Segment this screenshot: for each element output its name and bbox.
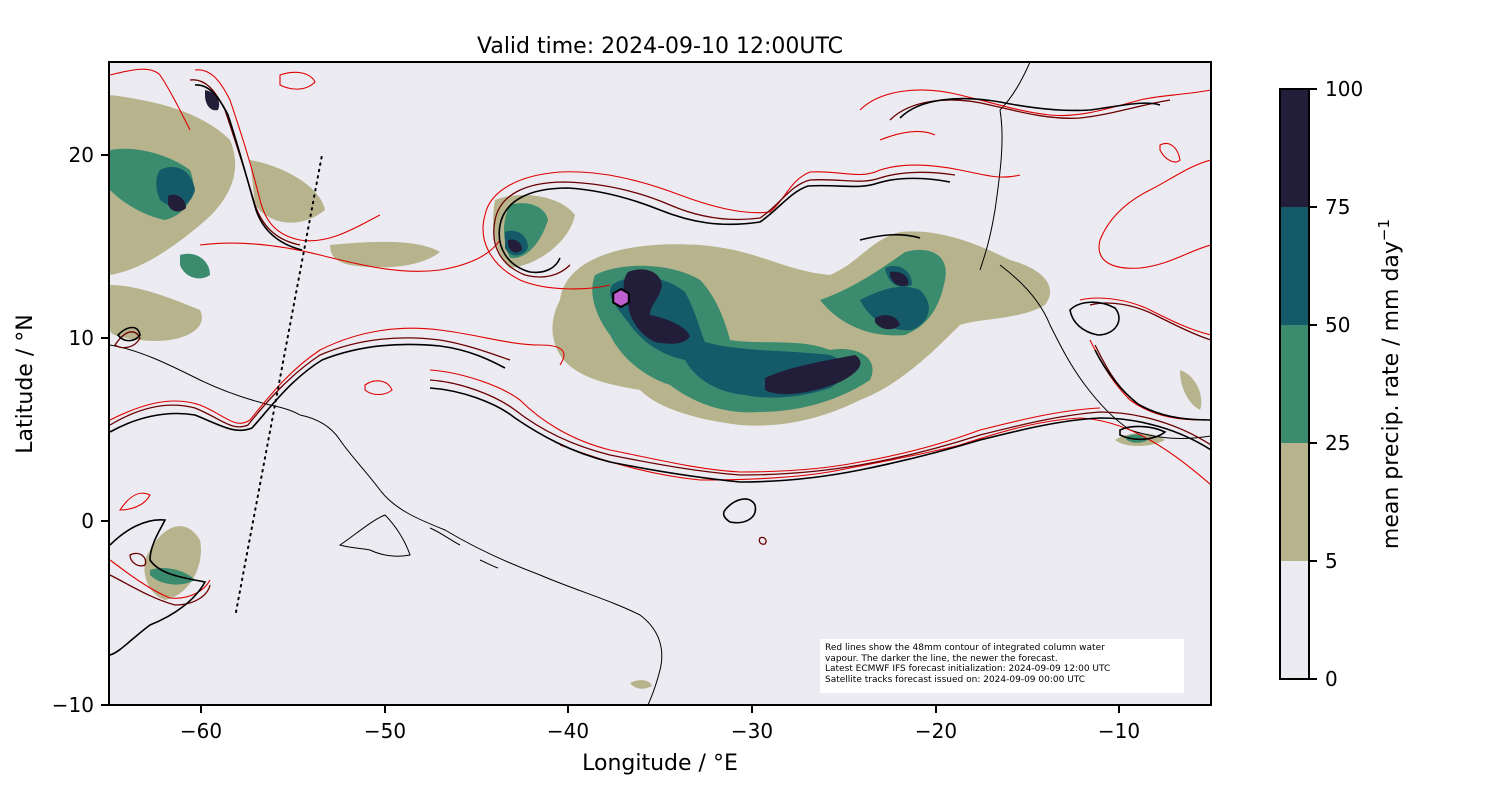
annotation-box: Red lines show the 48mm contour of integ… [820,639,1184,693]
colorbar-tick-label: 100 [1325,77,1363,101]
map-title: Valid time: 2024-09-10 12:00UTC [477,34,843,59]
y-axis: 20 10 0 −10 Latitude / °N [13,143,109,717]
x-tick-label: −50 [364,719,406,743]
x-axis-label: Longitude / °E [582,751,738,776]
colorbar-segment-5-25 [1280,443,1309,561]
colorbar: 0 5 25 50 75 100 mean precip. rate / mm … [1279,77,1404,691]
colorbar-tick-label: 50 [1325,313,1350,337]
annotation-line-1: Red lines show the 48mm contour of integ… [825,643,1105,653]
y-tick-label: 10 [69,326,94,350]
y-tick-label: −10 [52,693,94,717]
annotation-line-3: Latest ECMWF IFS forecast initialization… [825,664,1111,675]
colorbar-frame [1279,88,1310,680]
colorbar-segment-25-50 [1280,325,1309,443]
y-axis-label: Latitude / °N [13,314,38,453]
colorbar-tick-label: 25 [1325,431,1350,455]
satellite-track-line [235,154,323,613]
annotation-line-4: Satellite tracks forecast issued on: 202… [825,674,1086,685]
x-tick-label: −20 [915,719,957,743]
y-tick-label: 0 [81,509,94,533]
annotation-line-2: vapour. The darker the line, the newer t… [825,653,1058,664]
hexagon-marker-icon [612,287,630,309]
precip-level-75-100 [168,90,909,395]
contour-old-forecast [109,68,1211,599]
colorbar-tick-label: 75 [1325,195,1350,219]
colorbar-label-main: mean precip. rate / mm day [1379,241,1404,549]
y-tick-label: 20 [69,143,94,167]
x-tick-label: −60 [180,719,222,743]
contour-newest-forecast [109,84,1211,656]
colorbar-label-superscript: −1 [1375,219,1393,241]
x-tick-label: −10 [1098,719,1140,743]
x-tick-label: −30 [731,719,773,743]
colorbar-segment-0-5 [1280,561,1309,679]
map-area [109,62,1211,705]
colorbar-label: mean precip. rate / mm day−1 [1375,219,1404,549]
colorbar-segment-50-75 [1280,207,1309,325]
contour-mid-forecast [109,79,1211,606]
coastline [109,62,1211,705]
x-axis: −60 −50 −40 −30 −20 −10 Longitude / °E [180,705,1140,776]
colorbar-tick-label: 5 [1325,549,1338,573]
x-tick-label: −40 [547,719,589,743]
colorbar-tick-label: 0 [1325,667,1338,691]
colorbar-segment-75-100 [1280,89,1309,207]
map-frame [108,61,1212,706]
